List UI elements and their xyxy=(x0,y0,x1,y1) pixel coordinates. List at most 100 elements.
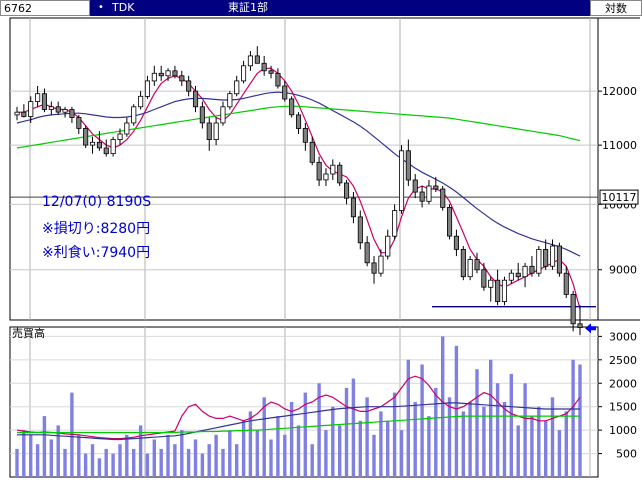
arrow-marker xyxy=(585,323,596,334)
candle-body xyxy=(302,127,308,143)
candle-body xyxy=(247,55,254,67)
volume-bar xyxy=(392,392,397,477)
volume-bar xyxy=(283,434,287,477)
price-ma_mid-line xyxy=(16,91,581,257)
volume-bar xyxy=(413,402,417,477)
candle-body xyxy=(76,117,82,129)
volume-bar xyxy=(241,420,246,478)
volume-bar xyxy=(420,364,424,477)
volume-bar xyxy=(262,397,266,477)
candle-body xyxy=(41,93,47,110)
volume-bar xyxy=(200,453,205,477)
candle-body xyxy=(295,114,302,129)
candle-body xyxy=(323,173,329,181)
candle-body xyxy=(103,147,109,155)
candle-body xyxy=(556,245,562,274)
volume-bar xyxy=(338,425,342,477)
candle-body xyxy=(543,248,549,267)
annotation-stop-loss: ※損切り:8280円 xyxy=(42,221,151,237)
candle-body xyxy=(131,106,137,124)
candle-body xyxy=(501,279,507,303)
volume-bar xyxy=(461,411,465,477)
candle-body xyxy=(364,242,370,264)
candle-body xyxy=(282,85,288,100)
volume-bar xyxy=(399,430,404,477)
candle-body xyxy=(412,179,418,193)
volume-bar xyxy=(83,453,88,477)
candle-body xyxy=(536,248,542,274)
volume-bar xyxy=(152,439,156,477)
volume-bar xyxy=(406,359,410,477)
candle-body xyxy=(90,141,96,146)
candle-body xyxy=(577,323,583,328)
candle-body xyxy=(206,122,212,141)
volume-tick-label: 3000 xyxy=(609,330,637,343)
price-ma_long-line xyxy=(16,105,581,149)
volume-bar xyxy=(537,406,541,477)
price-marker-box xyxy=(599,189,639,205)
candle-body xyxy=(529,265,535,274)
candle-body xyxy=(55,106,61,113)
candle-body xyxy=(522,265,528,278)
candle-body xyxy=(460,248,466,278)
volume-bar xyxy=(49,439,53,477)
volume-bar xyxy=(475,369,479,477)
candle-body xyxy=(453,235,459,250)
volume-bar xyxy=(289,402,294,477)
candle-body xyxy=(151,72,157,82)
volume-bar xyxy=(186,448,191,477)
candle-body xyxy=(433,185,439,190)
volume-bar xyxy=(578,364,582,477)
volume-bar xyxy=(530,416,534,477)
candle-body xyxy=(165,70,171,77)
volume-bar xyxy=(90,444,95,477)
volume-tick-label: 1000 xyxy=(609,424,637,437)
stock-name: TDK xyxy=(112,1,135,14)
candle-body xyxy=(144,80,151,97)
volume-title: 売買高 xyxy=(12,326,45,340)
volume-bar xyxy=(516,425,520,477)
volume-bar xyxy=(15,448,19,477)
candle-body xyxy=(289,98,295,116)
market-name: 東証1部 xyxy=(228,1,268,14)
scale-toggle[interactable]: 対数 xyxy=(590,0,642,16)
candle-body xyxy=(343,182,350,199)
title-dot: • xyxy=(98,2,104,13)
volume-bar xyxy=(166,434,170,477)
title-bar: • TDK 東証1部 xyxy=(90,0,590,16)
volume-bar xyxy=(145,453,150,477)
candle-body xyxy=(550,245,556,267)
candle-body xyxy=(117,133,123,140)
candle-body xyxy=(96,141,103,149)
candle-body xyxy=(330,164,336,175)
volume-tick-label: 2000 xyxy=(609,377,637,390)
volume-bar xyxy=(379,411,383,477)
volume-bar xyxy=(214,434,218,477)
volume-bar xyxy=(351,378,356,477)
candle-body xyxy=(337,164,343,184)
candle-body xyxy=(192,90,199,108)
volume-bar xyxy=(550,397,555,477)
candle-body xyxy=(392,210,398,237)
volume-bar xyxy=(42,416,47,477)
candle-body xyxy=(467,259,473,278)
volume-bar xyxy=(447,397,452,477)
volume-bar xyxy=(317,383,321,478)
volume-bar xyxy=(159,448,163,477)
candle-body xyxy=(563,272,569,295)
candle-body xyxy=(14,111,20,116)
volume-bar xyxy=(502,402,507,477)
volume-bar xyxy=(22,430,26,477)
volume-bar xyxy=(523,383,527,478)
volume-bar xyxy=(207,444,211,477)
volume-bar xyxy=(180,430,184,477)
volume-bar xyxy=(495,383,500,478)
volume-bar xyxy=(454,345,459,478)
volume-bar xyxy=(557,430,562,477)
volume-bar xyxy=(138,425,143,477)
volume-bar xyxy=(221,448,225,477)
volume-tick-label: 500 xyxy=(616,448,637,461)
candle-body xyxy=(508,272,514,281)
stock-code[interactable]: 6762 xyxy=(0,0,90,16)
